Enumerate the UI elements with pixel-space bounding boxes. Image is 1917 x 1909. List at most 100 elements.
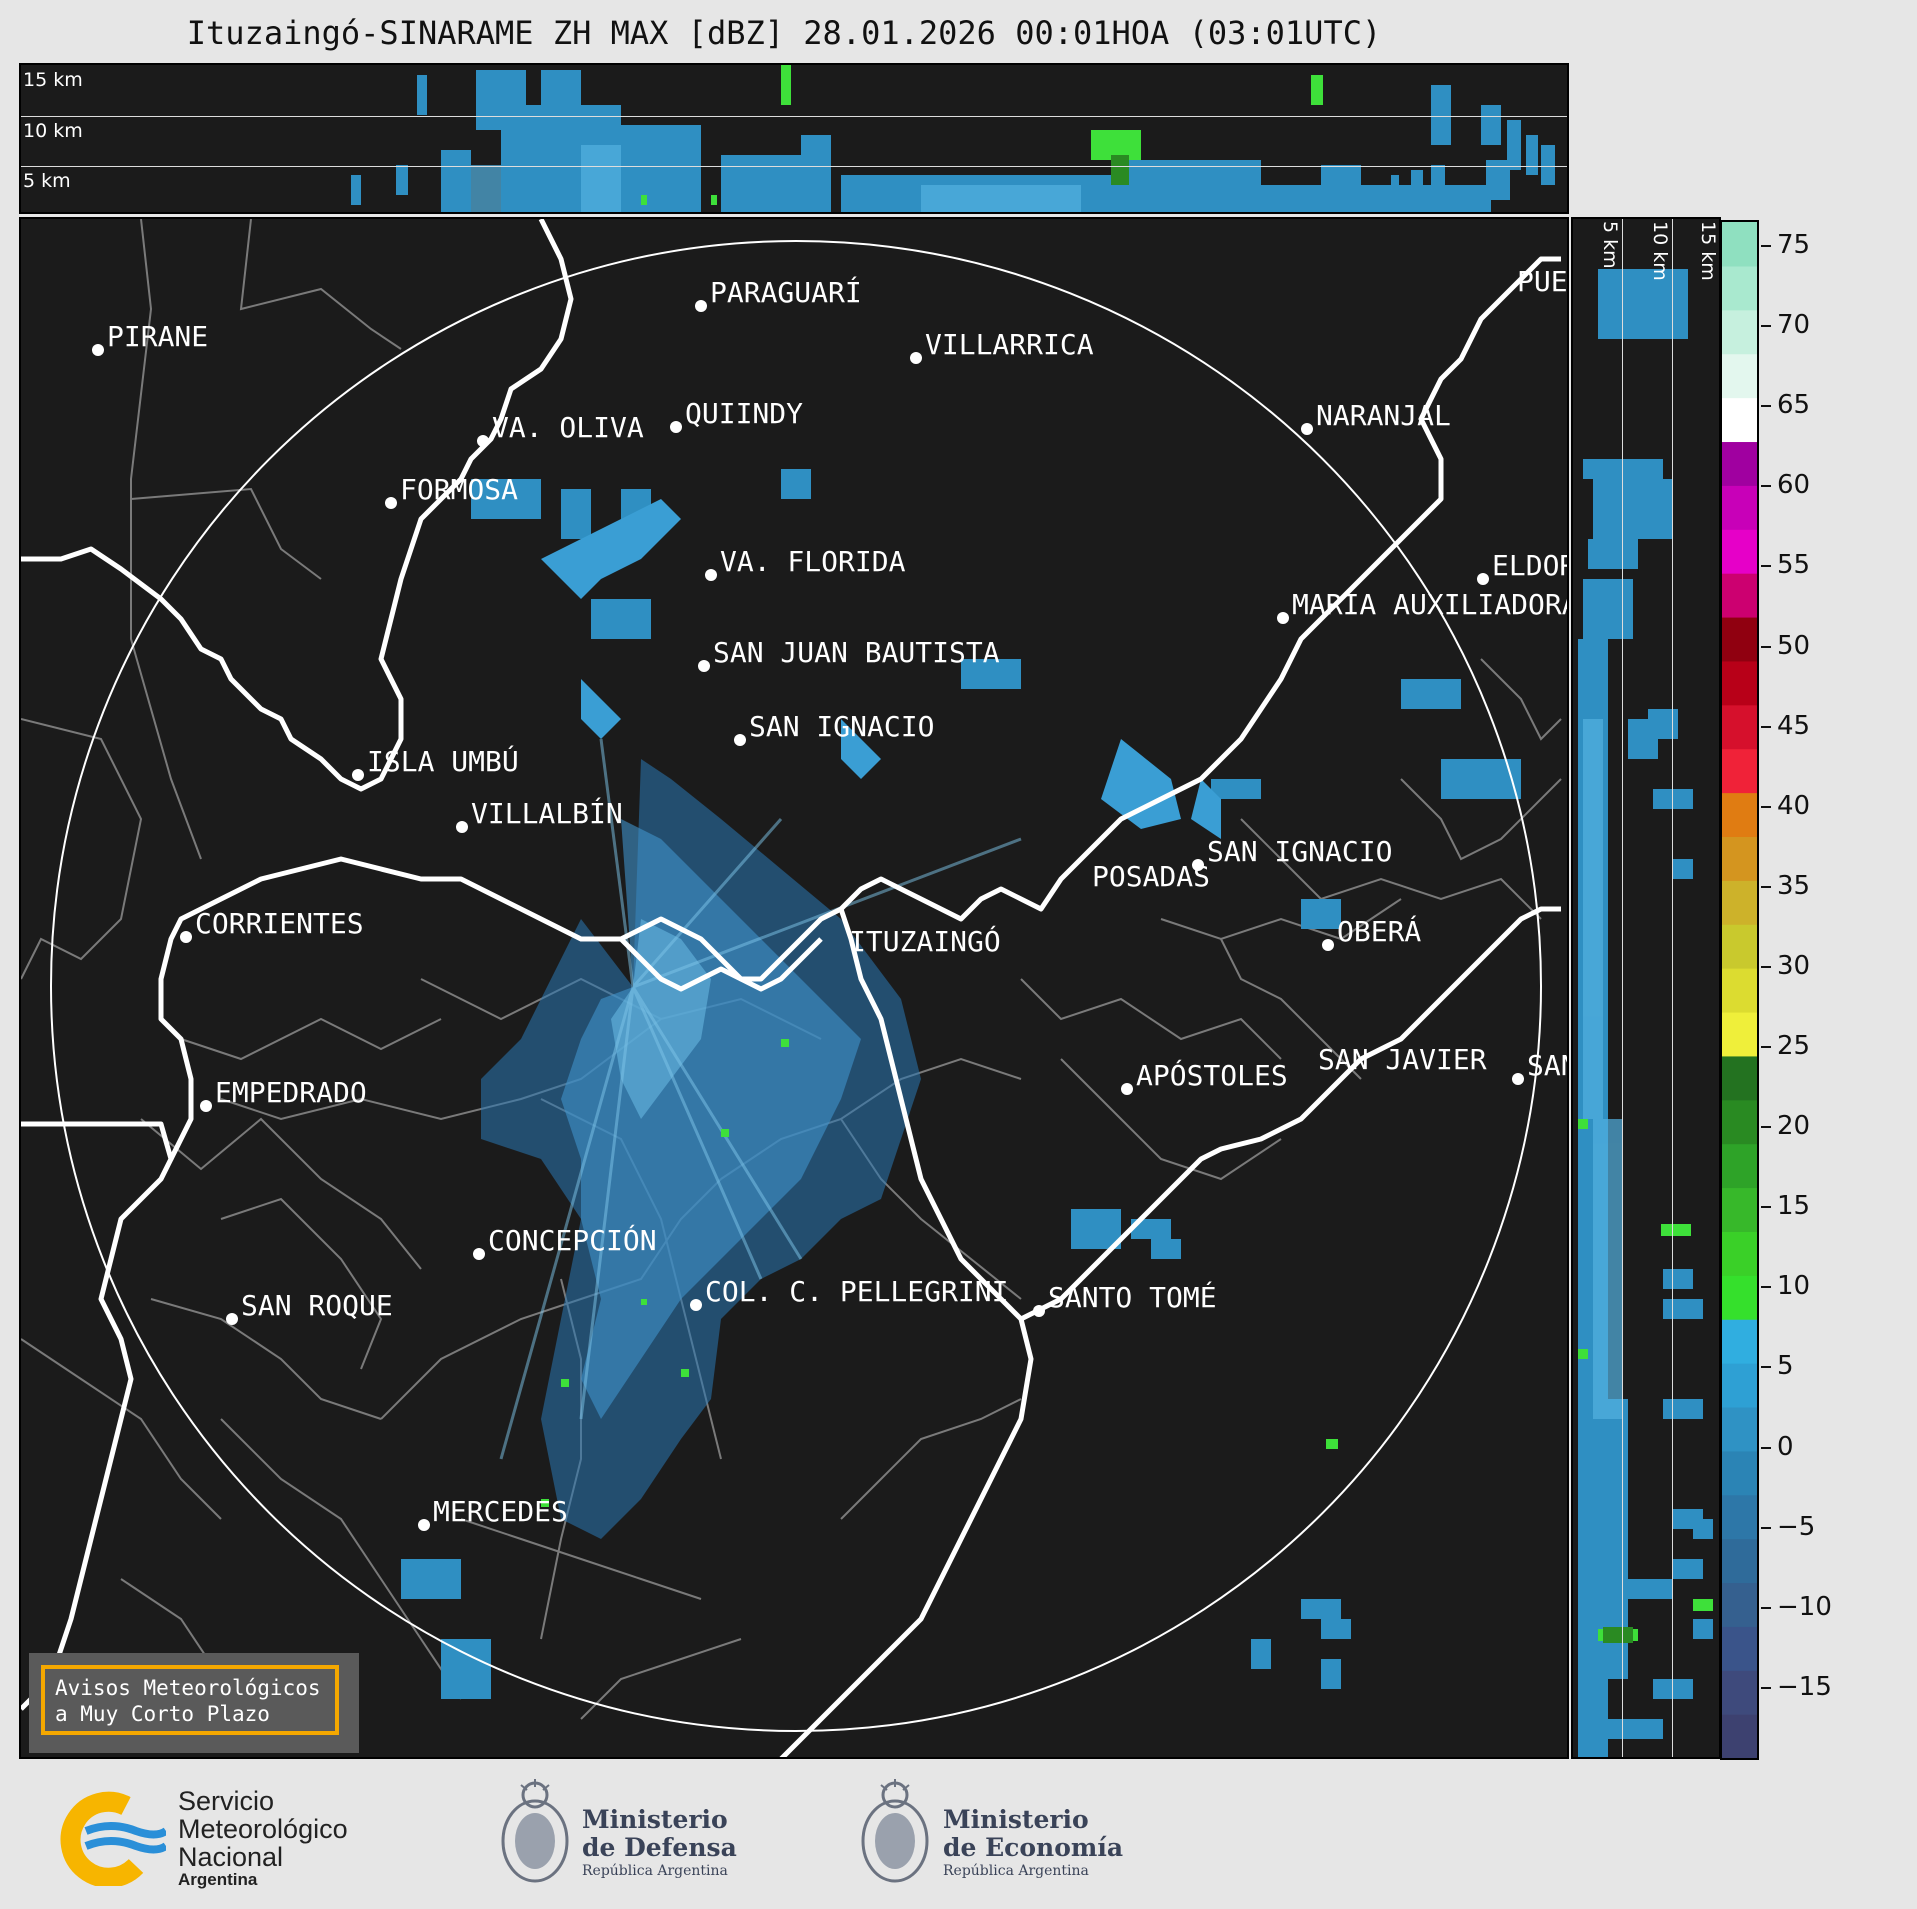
smn-logo: Servicio Meteorológico Nacional Argentin… <box>56 1786 386 1889</box>
colorbar-swatch <box>1722 1494 1757 1540</box>
colorbar-tick-label: 40 <box>1777 790 1811 821</box>
smn-logo-icon <box>60 1791 166 1886</box>
city-marker-dot <box>1512 1073 1524 1085</box>
colorbar-tick-mark <box>1761 1446 1771 1449</box>
colorbar-swatch <box>1722 397 1757 443</box>
colorbar-tick-mark <box>1761 1526 1771 1529</box>
city-marker-dot <box>477 435 489 447</box>
city-marker-dot <box>385 497 397 509</box>
city-marker-dot <box>734 734 746 746</box>
colorbar-swatch <box>1722 704 1757 750</box>
colorbar-tick-mark <box>1761 965 1771 968</box>
city-marker-dot <box>1301 423 1313 435</box>
warnings-notice-link[interactable]: Avisos Meteorológicos a Muy Corto Plazo <box>41 1665 339 1735</box>
colorbar-tick-mark <box>1761 805 1771 808</box>
notice-line-1: Avisos Meteorológicos <box>55 1676 321 1700</box>
colorbar-swatch <box>1722 1538 1757 1584</box>
colorbar-tick-label: 25 <box>1777 1031 1811 1061</box>
colorbar-tick-mark <box>1761 725 1771 728</box>
colorbar-tick-label: 70 <box>1777 310 1811 341</box>
colorbar-tick-mark <box>1761 1206 1771 1209</box>
colorbar-tick-mark <box>1761 1366 1771 1369</box>
top-profile-echoes <box>351 65 1555 212</box>
colorbar-swatch <box>1722 529 1757 574</box>
city-marker-dot <box>92 344 104 356</box>
city-marker-dot <box>705 569 717 581</box>
radar-echoes <box>401 469 1521 1699</box>
city-marker-dot <box>1033 1305 1045 1317</box>
colorbar-swatch <box>1722 1406 1757 1452</box>
colorbar-swatch <box>1722 836 1757 881</box>
colorbar-swatch <box>1722 1011 1757 1057</box>
smn-line-3: Nacional <box>178 1842 284 1872</box>
colorbar-swatches <box>1722 222 1757 1758</box>
colorbar-swatch <box>1722 748 1757 794</box>
international-borders <box>21 219 1561 1757</box>
colorbar-swatch <box>1722 660 1757 706</box>
colorbar-tick-mark <box>1761 1126 1771 1129</box>
side-altitude-label-5km: 5 km <box>1599 221 1621 269</box>
city-marker-dot <box>698 660 710 672</box>
ministerio-economia-logo: Ministerio de Economía República Argenti… <box>855 1775 1125 1895</box>
city-marker-dot <box>200 1100 212 1112</box>
colorbar-tick-label: 15 <box>1777 1191 1811 1222</box>
side-altitude-label-15km: 15 km <box>1697 221 1719 281</box>
colorbar-swatch <box>1722 1626 1757 1671</box>
altitude-label-5km: 5 km <box>23 170 71 192</box>
colorbar-tick-mark <box>1761 1686 1771 1689</box>
colorbar-swatch <box>1722 1143 1757 1189</box>
colorbar-tick-label: 45 <box>1777 710 1811 741</box>
city-marker-dot <box>352 769 364 781</box>
altitude-line-5km <box>1622 219 1623 1757</box>
colorbar-tick-mark <box>1761 645 1771 648</box>
colorbar-swatch <box>1722 1187 1757 1232</box>
ministerio-defensa-logo: Ministerio de Defensa República Argentin… <box>495 1775 755 1895</box>
side-profile-echoes <box>1578 269 1713 1757</box>
colorbar-tick-label: 10 <box>1777 1271 1811 1302</box>
smn-line-2: Meteorológico <box>178 1814 348 1844</box>
colorbar-swatch <box>1722 792 1757 837</box>
colorbar-tick-mark <box>1761 325 1771 328</box>
defensa-line-3: República Argentina <box>582 1863 728 1879</box>
city-marker-dot <box>456 821 468 833</box>
city-marker-dot <box>1477 573 1489 585</box>
colorbar-swatch <box>1722 441 1757 486</box>
colorbar-tick-label: 65 <box>1777 390 1811 421</box>
colorbar-tick-label: 20 <box>1777 1111 1811 1142</box>
colorbar-tick-label: 30 <box>1777 950 1811 981</box>
top-altitude-profile: 15 km 10 km 5 km <box>19 63 1569 214</box>
altitude-line-5km <box>21 166 1567 167</box>
colorbar-tick-mark <box>1761 565 1771 568</box>
city-marker-dot <box>1121 1083 1133 1095</box>
colorbar-swatch <box>1722 1582 1757 1627</box>
city-marker-dot <box>473 1248 485 1260</box>
colorbar-tick-label: 35 <box>1777 870 1811 901</box>
warnings-notice-panel: Avisos Meteorológicos a Muy Corto Plazo <box>29 1653 359 1753</box>
radar-map-graphics <box>21 219 1562 1757</box>
colorbar-tick-label: 75 <box>1777 230 1811 260</box>
colorbar-swatch <box>1722 1231 1757 1276</box>
radar-range-ring <box>50 240 1542 1732</box>
city-marker-dot <box>1192 859 1204 871</box>
defensa-line-1: Ministerio <box>582 1805 728 1834</box>
chart-title: Ituzaingó-SINARAME ZH MAX [dBZ] 28.01.20… <box>186 14 1382 52</box>
side-altitude-label-10km: 10 km <box>1649 221 1671 281</box>
colorbar-tick-label: 0 <box>1777 1431 1794 1462</box>
colorbar-tick-label: 55 <box>1777 550 1811 581</box>
altitude-label-15km: 15 km <box>23 69 83 91</box>
colorbar-tick-label: 50 <box>1777 630 1811 661</box>
colorbar-swatch <box>1722 1275 1757 1320</box>
reflectivity-colorbar <box>1720 220 1759 1760</box>
colorbar-swatch <box>1722 353 1757 399</box>
smn-line-4: Argentina <box>178 1870 258 1889</box>
argentine-coat-of-arms-icon <box>861 1779 929 1883</box>
altitude-line-10km <box>1672 219 1673 1757</box>
colorbar-tick-label: −15 <box>1777 1671 1832 1702</box>
colorbar-swatch <box>1722 573 1757 618</box>
colorbar-tick-mark <box>1761 1046 1771 1048</box>
colorbar-tick-mark <box>1761 485 1771 488</box>
city-marker-dot <box>695 300 707 312</box>
colorbar-tick-mark <box>1761 1286 1771 1289</box>
radar-map: PIRANE PARAGUARÍ VILLARRICA VA. OLIVA QU… <box>19 217 1569 1759</box>
colorbar-swatch <box>1722 485 1757 530</box>
